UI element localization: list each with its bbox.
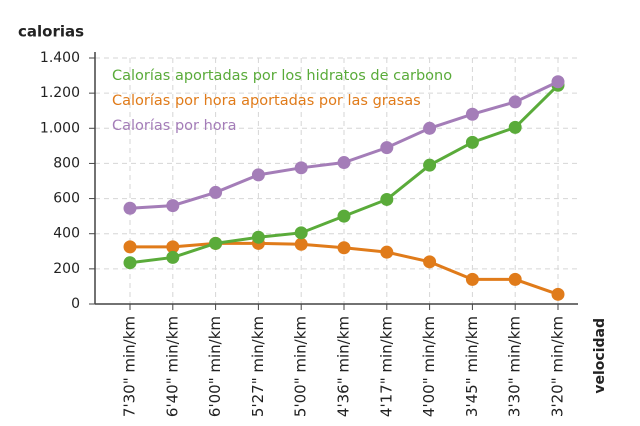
point — [294, 226, 308, 240]
x-tick-label: 4'00" min/km — [420, 316, 438, 417]
x-tick-label: 5'00" min/km — [292, 316, 310, 417]
point — [380, 192, 394, 206]
y-tick-label: 1.200 — [40, 85, 80, 101]
point — [380, 141, 394, 155]
point — [166, 199, 180, 213]
x-tick-label: 7'30" min/km — [121, 316, 139, 417]
point — [123, 240, 137, 254]
point — [551, 75, 565, 89]
point — [251, 168, 265, 182]
point — [166, 250, 180, 264]
point — [465, 135, 479, 149]
point — [423, 158, 437, 172]
y-tick-label: 800 — [53, 155, 80, 171]
point — [508, 120, 522, 134]
legend-entry: Calorías por hora — [112, 118, 237, 134]
point — [423, 121, 437, 135]
y-tick-label: 0 — [71, 296, 80, 312]
point — [508, 95, 522, 109]
point — [166, 240, 180, 254]
y-tick-label: 400 — [53, 226, 80, 242]
legend-entry: Calorías aportadas por los hidratos de c… — [112, 68, 452, 84]
x-tick-label: 3'30" min/km — [506, 316, 524, 417]
y-tick-label: 1.000 — [40, 120, 80, 136]
point — [294, 161, 308, 175]
point — [123, 256, 137, 270]
y-tick-label: 600 — [53, 191, 80, 207]
point — [123, 201, 137, 215]
point — [465, 107, 479, 121]
point — [380, 245, 394, 259]
x-tick-label: 4'17" min/km — [377, 316, 395, 417]
y-tick-label: 200 — [53, 261, 80, 277]
x-tick-label: 6'00" min/km — [206, 316, 224, 417]
point — [337, 241, 351, 255]
point — [508, 272, 522, 286]
point — [551, 287, 565, 301]
x-tick-label: 6'40" min/km — [163, 316, 181, 417]
legend-entry: Calorías por hora aportadas por las gras… — [112, 93, 421, 109]
x-tick-label: 3'20" min/km — [549, 316, 567, 417]
point — [251, 230, 265, 244]
x-tick-label: 4'36" min/km — [335, 316, 353, 417]
point — [465, 272, 479, 286]
x-tick-label: 3'45" min/km — [463, 316, 481, 417]
point — [294, 237, 308, 251]
point — [337, 209, 351, 223]
point — [337, 156, 351, 170]
x-axis-title: velocidad — [592, 318, 608, 394]
x-tick-label: 5'27" min/km — [249, 316, 267, 417]
y-axis-title: calorias — [18, 23, 84, 41]
point — [209, 236, 223, 250]
point — [423, 255, 437, 269]
point — [209, 185, 223, 199]
y-tick-label: 1.400 — [40, 50, 80, 66]
series-line — [129, 84, 560, 265]
